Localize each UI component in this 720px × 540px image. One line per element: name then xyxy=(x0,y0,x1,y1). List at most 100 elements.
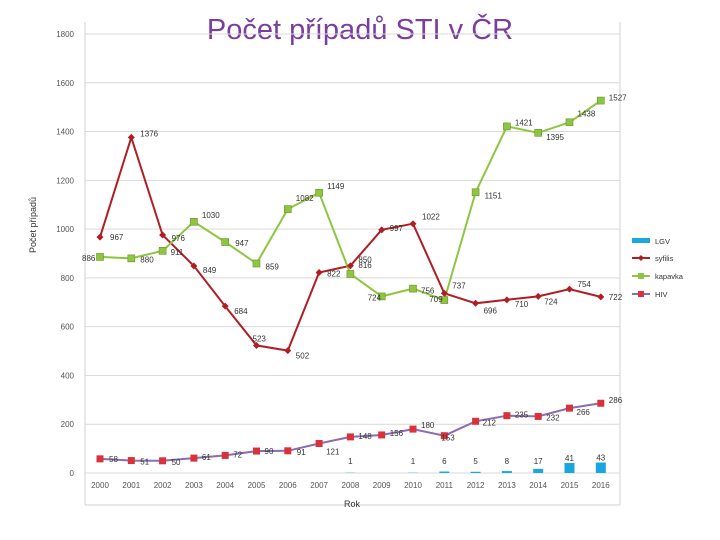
HIV-label-2004: 72 xyxy=(233,450,242,459)
HIV-label-2001: 51 xyxy=(140,458,149,467)
lgv-label-2008: 1 xyxy=(348,457,353,466)
HIV-label-2016: 286 xyxy=(609,396,623,405)
legend: LGV syfilis kapavka HIV xyxy=(632,237,684,299)
kapavka-point-2000 xyxy=(96,253,104,261)
kapavka-label-2000: 886 xyxy=(82,254,96,263)
HIV-point-2013 xyxy=(503,412,511,420)
x-tick-2015: 2015 xyxy=(561,481,579,490)
lgv-label-2011: 6 xyxy=(442,457,447,466)
HIV-point-2010 xyxy=(409,425,417,433)
HIV-label-2006: 91 xyxy=(297,448,306,457)
lgv-label-2014: 17 xyxy=(534,457,543,466)
syfilis-point-2002 xyxy=(159,231,167,239)
HIV-point-2009 xyxy=(378,431,386,439)
kapavka-point-2011 xyxy=(440,296,449,304)
kapavka-label-2008: 816 xyxy=(358,261,372,270)
syfilis-point-2006 xyxy=(284,347,292,355)
syfilis-point-2003 xyxy=(190,262,198,270)
y-tick-600: 600 xyxy=(61,323,75,332)
kapavka-point-2009 xyxy=(377,292,386,301)
syfilis-point-2014 xyxy=(534,292,542,300)
syfilis-line xyxy=(99,134,602,352)
data-labels: 1 1 6 5 8 17 41 4396713769768496845235028228509… xyxy=(82,94,627,467)
syfilis-point-2001 xyxy=(127,133,135,141)
kapavka-label-2006: 1082 xyxy=(296,194,314,203)
HIV-label-2012: 212 xyxy=(483,418,497,427)
x-tick-2006: 2006 xyxy=(279,481,297,490)
lgv-bar-2014 xyxy=(533,468,544,473)
syfilis-label-2000: 967 xyxy=(110,233,124,242)
x-tick-2014: 2014 xyxy=(529,481,547,490)
y-tick-1400: 1400 xyxy=(56,128,74,137)
kapavka-label-2003: 1030 xyxy=(202,211,220,220)
kapavka-label-2005: 859 xyxy=(266,262,280,271)
syfilis-point-2008 xyxy=(346,262,354,270)
HIV-label-2015: 266 xyxy=(577,408,591,417)
lgv-label-2016: 43 xyxy=(596,454,605,463)
syfilis-label-2011: 737 xyxy=(452,281,466,290)
x-tick-2010: 2010 xyxy=(404,481,422,490)
legend-marker-syfilis xyxy=(638,255,644,261)
kapavka-line xyxy=(99,99,602,302)
legend-item-kapavka: kapavka xyxy=(632,272,684,281)
x-tick-2003: 2003 xyxy=(185,481,203,490)
syfilis-point-2004 xyxy=(221,302,229,310)
HIV-point-2015 xyxy=(566,404,573,412)
y-tick-800: 800 xyxy=(61,274,75,283)
lgv-label-2012: 5 xyxy=(473,457,478,466)
y-tick-1800: 1800 xyxy=(56,30,74,39)
kapavka-label-2007: 1149 xyxy=(327,182,345,191)
x-tick-2001: 2001 xyxy=(122,481,140,490)
kapavka-point-2003 xyxy=(190,217,198,226)
x-tick-2007: 2007 xyxy=(310,481,328,490)
legend-label-HIV: HIV xyxy=(655,290,668,299)
legend-swatch-LGV xyxy=(632,238,650,243)
syfilis-label-2006: 502 xyxy=(296,352,310,361)
kapavka-label-2004: 947 xyxy=(235,239,249,248)
HIV-label-2009: 156 xyxy=(390,429,404,438)
syfilis-label-2010: 1022 xyxy=(422,213,440,222)
syfilis-point-2015 xyxy=(566,285,573,293)
kapavka-point-2013 xyxy=(503,122,511,131)
kapavka-label-2009: 724 xyxy=(368,293,382,302)
kapavka-point-2007 xyxy=(315,188,323,197)
syfilis-point-2007 xyxy=(315,269,323,277)
x-tick-2013: 2013 xyxy=(498,481,516,490)
syfilis-label-2004: 684 xyxy=(234,307,248,316)
legend-item-LGV: LGV xyxy=(632,237,670,246)
HIV-label-2014: 232 xyxy=(546,413,560,422)
y-tick-1600: 1600 xyxy=(56,79,74,88)
syfilis-point-2005 xyxy=(253,341,260,349)
x-tick-2008: 2008 xyxy=(342,481,360,490)
kapavka-point-2016 xyxy=(596,96,605,105)
syfilis-point-2009 xyxy=(378,226,386,234)
syfilis-label-2005: 523 xyxy=(253,334,267,343)
kapavka-label-2016: 1527 xyxy=(609,94,627,103)
kapavka-label-2014: 1395 xyxy=(546,133,564,142)
kapavka-point-2004 xyxy=(221,238,229,246)
HIV-label-2003: 61 xyxy=(202,453,211,462)
HIV-label-2000: 58 xyxy=(109,455,118,464)
HIV-point-2003 xyxy=(190,454,198,462)
kapavka-label-2010: 756 xyxy=(421,287,435,296)
HIV-point-2006 xyxy=(284,447,292,455)
y-tick-labels: 0 200 400 600 800 1000 1200 1400 1600 1800 xyxy=(56,30,74,478)
kapavka-label-2012: 1151 xyxy=(485,191,503,200)
legend-item-HIV: HIV xyxy=(632,290,668,299)
HIV-label-2008: 148 xyxy=(358,432,372,441)
HIV-point-2005 xyxy=(253,447,260,455)
lgv-bar-2012 xyxy=(470,471,481,473)
HIV-point-2011 xyxy=(440,432,448,440)
syfilis-point-2013 xyxy=(503,296,511,304)
lgv-bar-2013 xyxy=(501,471,512,473)
HIV-label-2010: 180 xyxy=(421,421,435,430)
HIV-point-2012 xyxy=(472,417,480,425)
legend-marker-kapavka xyxy=(638,273,644,279)
kapavka-label-2015: 1438 xyxy=(578,109,596,118)
x-tick-2009: 2009 xyxy=(373,481,391,490)
syfilis-label-2013: 710 xyxy=(515,300,529,309)
x-axis-title: Rok xyxy=(344,499,361,509)
HIV-label-2011: 153 xyxy=(441,434,455,443)
y-axis-title: Počet případů xyxy=(28,197,38,253)
